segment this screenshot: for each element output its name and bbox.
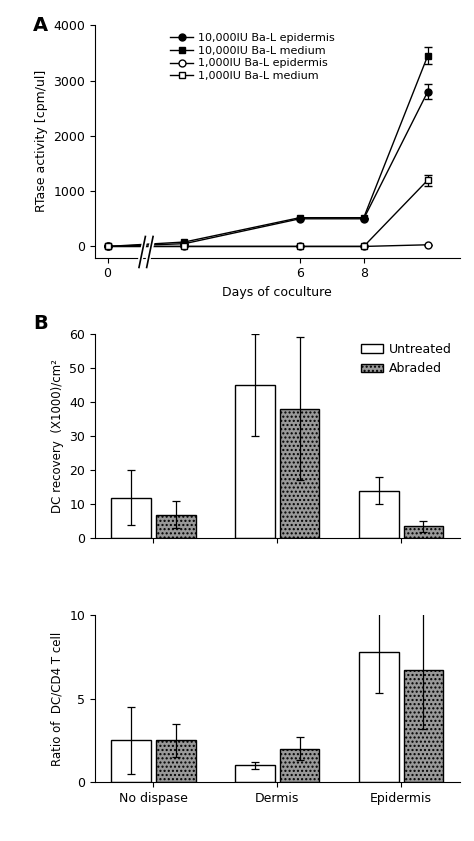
Bar	[280, 409, 319, 538]
Legend: Untreated, Abraded: Untreated, Abraded	[356, 338, 457, 380]
X-axis label: Days of coculture: Days of coculture	[222, 286, 332, 299]
Bar	[156, 515, 196, 538]
Bar	[403, 670, 443, 782]
Text: B: B	[33, 314, 47, 332]
Text: A: A	[33, 16, 48, 35]
Bar	[111, 740, 151, 782]
Bar	[235, 765, 275, 782]
Y-axis label: DC recovery  (X1000)/cm²: DC recovery (X1000)/cm²	[51, 359, 64, 513]
Y-axis label: RTase activity [cpm/ul]: RTase activity [cpm/ul]	[35, 71, 48, 213]
Bar	[359, 490, 399, 538]
Y-axis label: Ratio of  DC/CD4 T cell: Ratio of DC/CD4 T cell	[51, 632, 64, 765]
Bar	[359, 652, 399, 782]
Bar	[156, 740, 196, 782]
Bar	[111, 498, 151, 538]
Legend: 10,000IU Ba-L epidermis, 10,000IU Ba-L medium, 1,000IU Ba-L epidermis, 1,000IU B: 10,000IU Ba-L epidermis, 10,000IU Ba-L m…	[166, 29, 339, 86]
Bar	[280, 748, 319, 782]
Bar	[403, 526, 443, 538]
Bar	[235, 385, 275, 538]
